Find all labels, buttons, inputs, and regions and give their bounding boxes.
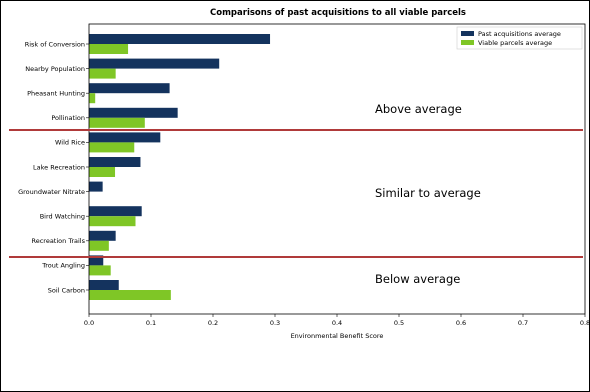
legend-label-viable-parcels: Viable parcels average — [478, 39, 552, 47]
legend-frame — [456, 26, 583, 50]
x-tick-label: 0.0 — [84, 319, 94, 327]
bar-soil-carbon-viable-parcels — [89, 290, 171, 300]
annotation-above-average: Above average — [375, 102, 462, 116]
bar-groundwater-nitrate-past-acquisitions — [89, 181, 103, 192]
legend-label-past-acquisitions: Past acquisitions average — [478, 30, 561, 38]
x-tick-label: 0.3 — [270, 319, 280, 327]
bar-wild-rice-viable-parcels — [89, 142, 135, 153]
bar-pollination-viable-parcels — [89, 117, 145, 128]
annotation-similar-to-average: Similar to average — [375, 186, 481, 200]
x-axis-title: Environmental Benefit Score — [291, 332, 384, 340]
bar-group — [89, 34, 271, 300]
bar-pollination-past-acquisitions — [89, 107, 178, 118]
bar-recreation-trails-past-acquisitions — [89, 230, 116, 241]
bar-pheasant-hunting-past-acquisitions — [89, 83, 170, 94]
x-tick-label: 0.2 — [208, 319, 218, 327]
bar-nearby-population-viable-parcels — [89, 68, 116, 79]
category-label-nearby-population: Nearby Population — [25, 65, 85, 73]
category-label-groundwater-nitrate: Groundwater Nitrate — [18, 188, 85, 196]
bar-risk-of-conversion-viable-parcels — [89, 44, 129, 54]
category-label-bird-watching: Bird Watching — [40, 213, 85, 221]
category-label-pheasant-hunting: Pheasant Hunting — [27, 90, 85, 98]
bar-lake-recreation-viable-parcels — [89, 167, 116, 177]
category-label-soil-carbon: Soil Carbon — [48, 286, 85, 294]
bar-bird-watching-viable-parcels — [89, 216, 136, 227]
bar-soil-carbon-past-acquisitions — [89, 280, 119, 290]
bar-risk-of-conversion-past-acquisitions — [89, 34, 271, 44]
x-tick-label: 0.1 — [146, 319, 156, 327]
category-label-risk-of-conversion: Risk of Conversion — [25, 40, 85, 48]
chart-title: Comparisons of past acquisitions to all … — [210, 8, 466, 18]
x-tick-label: 0.6 — [456, 319, 466, 327]
bar-nearby-population-past-acquisitions — [89, 58, 220, 69]
bar-trout-angling-past-acquisitions — [89, 255, 104, 266]
category-label-lake-recreation: Lake Recreation — [33, 163, 85, 171]
x-tick-label: 0.8 — [580, 319, 589, 327]
x-tick-label: 0.4 — [332, 319, 342, 327]
bar-bird-watching-past-acquisitions — [89, 206, 142, 217]
category-label-wild-rice: Wild Rice — [55, 139, 85, 147]
legend: Past acquisitions average Viable parcels… — [456, 26, 583, 50]
legend-swatch-past-acquisitions — [461, 31, 474, 36]
category-label-trout-angling: Trout Angling — [41, 262, 85, 270]
category-label-recreation-trails: Recreation Trails — [32, 237, 86, 245]
x-axis-ticks: 0.0 0.1 0.2 0.3 0.4 0.5 0.6 0.7 0.8 — [84, 314, 589, 327]
annotation-below-average: Below average — [375, 272, 460, 286]
bar-wild-rice-past-acquisitions — [89, 132, 161, 143]
bar-trout-angling-viable-parcels — [89, 265, 111, 276]
category-label-group: Risk of Conversion Nearby Population Pheas… — [18, 40, 89, 294]
bar-recreation-trails-viable-parcels — [89, 240, 109, 251]
category-label-pollination: Pollination — [51, 114, 85, 122]
x-tick-label: 0.7 — [518, 319, 528, 327]
legend-swatch-viable-parcels — [461, 40, 474, 45]
bar-pheasant-hunting-viable-parcels — [89, 93, 96, 104]
bar-lake-recreation-past-acquisitions — [89, 157, 141, 167]
x-tick-label: 0.5 — [394, 319, 404, 327]
